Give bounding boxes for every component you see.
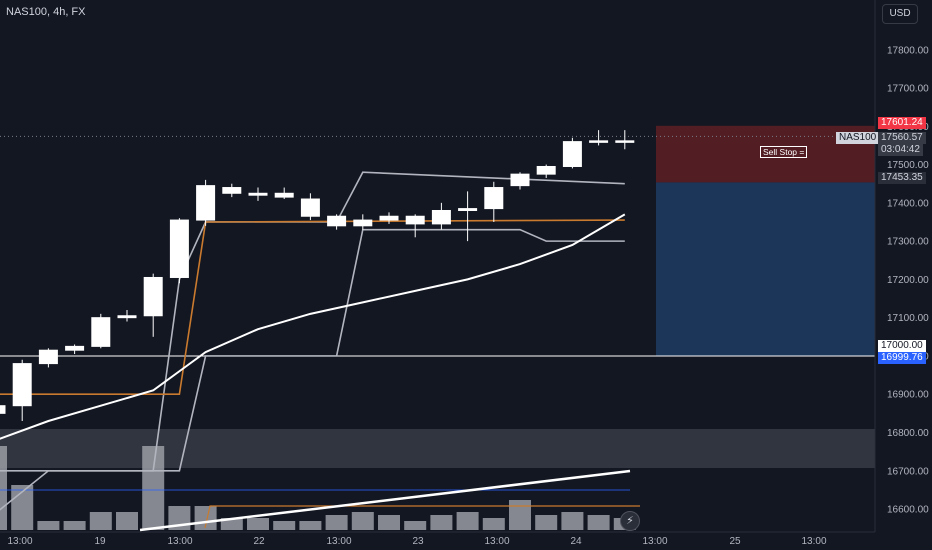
y-tick-label: 17800.00 bbox=[887, 45, 929, 56]
volume-bar bbox=[325, 515, 348, 530]
price-tag-stop: 17601.24 bbox=[878, 117, 926, 129]
y-tick-label: 17100.00 bbox=[887, 313, 929, 324]
candle-body bbox=[510, 173, 530, 187]
x-tick-label: 13:00 bbox=[167, 536, 192, 547]
volume-bar bbox=[37, 521, 60, 530]
candle-body bbox=[248, 192, 268, 196]
volume-bar bbox=[247, 518, 269, 530]
y-tick-label: 17200.00 bbox=[887, 275, 929, 286]
symbol-tag: NAS100 bbox=[836, 132, 880, 144]
price-tag-entry: 17453.35 bbox=[878, 172, 926, 184]
x-tick-label: 13:00 bbox=[801, 536, 826, 547]
price-tag-current-bid: 16999.76 bbox=[878, 352, 926, 364]
volume-band bbox=[0, 429, 875, 468]
y-tick-label: 17700.00 bbox=[887, 84, 929, 95]
take-profit-zone bbox=[656, 182, 875, 356]
volume-bar bbox=[430, 515, 453, 530]
volume-bar bbox=[273, 521, 296, 530]
volume-bar bbox=[378, 515, 400, 530]
symbol-title: NAS100, 4h, FX bbox=[6, 6, 86, 18]
x-tick-label: 13:00 bbox=[326, 536, 351, 547]
candle-body bbox=[353, 219, 373, 227]
candle-body bbox=[484, 187, 504, 210]
x-tick-label: 22 bbox=[253, 536, 265, 547]
y-tick-label: 16900.00 bbox=[887, 390, 929, 401]
candle-body bbox=[274, 192, 294, 198]
candle-body bbox=[431, 210, 451, 225]
volume-orange-line bbox=[204, 505, 640, 529]
candle-body bbox=[458, 208, 478, 212]
candle-body bbox=[196, 185, 216, 221]
orange-line bbox=[0, 219, 625, 396]
y-tick-label: 17500.00 bbox=[887, 160, 929, 171]
volume-trend-line bbox=[139, 469, 631, 532]
currency-button[interactable]: USD bbox=[882, 4, 918, 24]
candle-body bbox=[615, 140, 635, 143]
candle-body bbox=[222, 187, 242, 194]
volume-bar bbox=[0, 446, 7, 530]
candle-body bbox=[300, 198, 320, 217]
volume-bar bbox=[142, 446, 165, 530]
y-tick-label: 17400.00 bbox=[887, 198, 929, 209]
candle-body bbox=[379, 215, 399, 221]
candle-body bbox=[405, 215, 425, 225]
volume-bar bbox=[482, 518, 505, 530]
x-tick-label: 13:00 bbox=[7, 536, 32, 547]
lightning-icon[interactable]: ⚡ bbox=[620, 511, 640, 531]
moving-average-line bbox=[0, 213, 626, 440]
volume-bar bbox=[456, 512, 479, 530]
volume-bar bbox=[89, 512, 112, 530]
lower-channel-line bbox=[0, 228, 625, 511]
candle-body bbox=[169, 219, 189, 278]
volume-bar bbox=[299, 521, 322, 530]
volume-bar bbox=[587, 515, 610, 530]
candle-body bbox=[0, 405, 6, 414]
countdown-tag: 03:04:42 bbox=[878, 144, 923, 156]
y-tick-label: 16800.00 bbox=[887, 428, 929, 439]
candle-body bbox=[38, 349, 58, 365]
x-tick-label: 13:00 bbox=[484, 536, 509, 547]
volume-bar bbox=[561, 512, 584, 530]
x-tick-label: 25 bbox=[729, 536, 741, 547]
candle-body bbox=[143, 276, 163, 317]
candle-body bbox=[65, 345, 85, 351]
candle-body bbox=[589, 140, 609, 143]
volume-bar bbox=[535, 515, 558, 530]
volume-bar bbox=[116, 512, 138, 530]
y-tick-label: 16600.00 bbox=[887, 505, 929, 516]
price-tag-target: 17000.00 bbox=[878, 340, 926, 352]
volume-bar bbox=[404, 521, 427, 530]
candle-body bbox=[91, 317, 111, 347]
candle-body bbox=[327, 215, 347, 227]
y-tick-label: 16700.00 bbox=[887, 466, 929, 477]
volume-bar bbox=[63, 521, 86, 530]
candle-body bbox=[117, 315, 137, 319]
x-tick-label: 23 bbox=[412, 536, 424, 547]
x-tick-label: 24 bbox=[570, 536, 582, 547]
y-tick-label: 17300.00 bbox=[887, 237, 929, 248]
candle-body bbox=[12, 363, 32, 407]
x-tick-label: 19 bbox=[94, 536, 106, 547]
volume-bar bbox=[509, 500, 531, 530]
candle-body bbox=[562, 141, 582, 167]
candle-body bbox=[536, 165, 556, 175]
volume-bar bbox=[220, 518, 243, 530]
sell-stop-label[interactable]: Sell Stop = bbox=[760, 146, 808, 158]
volume-bar bbox=[351, 512, 374, 530]
x-tick-label: 13:00 bbox=[642, 536, 667, 547]
current-price-tag: 17560.57 bbox=[878, 132, 926, 144]
